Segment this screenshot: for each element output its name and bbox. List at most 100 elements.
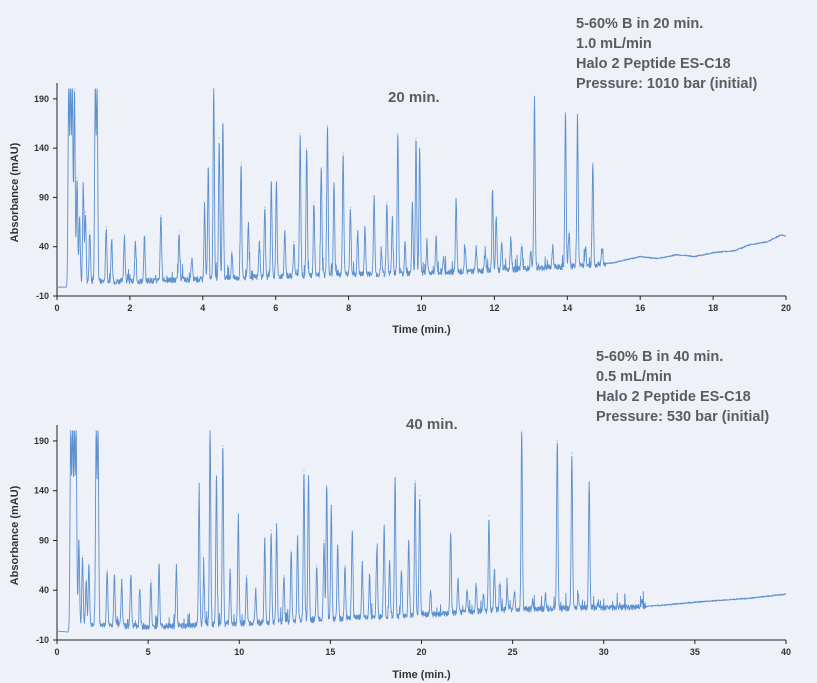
peak-point <box>601 248 603 250</box>
peak-point <box>380 251 383 253</box>
peak-point <box>495 216 497 218</box>
y-tick-label: 140 <box>34 143 49 153</box>
peak-point <box>178 231 180 233</box>
x-tick-label: 12 <box>489 303 499 313</box>
peak-point <box>290 549 292 552</box>
method-flow-rate: 1.0 mL/min <box>576 36 652 52</box>
peak-point <box>326 485 328 487</box>
peak-point <box>231 251 233 253</box>
peak-point <box>510 236 512 238</box>
peak-point <box>203 569 205 571</box>
peak-point <box>191 257 193 260</box>
peak-point <box>475 584 477 586</box>
peak-point <box>506 587 508 589</box>
peak-point <box>105 226 107 228</box>
peak-point <box>641 599 643 601</box>
peak-point <box>275 182 278 184</box>
x-tick-label: 20 <box>781 303 791 313</box>
peak-point <box>198 494 200 496</box>
peak-point <box>134 241 136 243</box>
peak-point <box>488 514 490 517</box>
peak-point <box>215 475 218 477</box>
peak-point <box>364 226 366 228</box>
peak-point <box>411 201 413 203</box>
x-tick-label: 30 <box>599 647 609 657</box>
peak-point <box>255 589 257 591</box>
peak-point <box>316 564 318 566</box>
peak-point <box>435 236 437 238</box>
peak-point <box>283 574 285 576</box>
peak-point <box>419 495 421 497</box>
method-gradient: 5-60% B in 20 min. <box>576 16 704 32</box>
peak-point <box>175 564 177 566</box>
peak-point <box>568 231 570 233</box>
peak-point <box>391 216 393 218</box>
peak-point <box>71 430 74 432</box>
chromatogram-trace <box>56 430 787 633</box>
method-pressure: Pressure: 530 bar (initial) <box>596 409 770 425</box>
peak-point <box>270 529 272 532</box>
peak-point <box>209 430 211 432</box>
peak-point <box>123 234 126 236</box>
peak-point <box>533 98 536 100</box>
x-tick-label: 35 <box>690 647 700 657</box>
peak-point <box>89 231 91 233</box>
peak-point <box>571 452 573 454</box>
peak-point <box>229 569 231 571</box>
x-tick-label: 4 <box>200 303 205 313</box>
peak-point <box>457 579 459 581</box>
peak-point <box>323 539 325 542</box>
peak-point <box>293 241 295 243</box>
y-tick-label: 90 <box>39 535 49 545</box>
peak-point <box>442 255 444 258</box>
peak-point <box>237 514 239 517</box>
method-pressure: Pressure: 1010 bar (initial) <box>576 76 758 92</box>
peak-point <box>73 430 75 432</box>
peak-point <box>475 246 477 248</box>
y-tick-label: 190 <box>34 436 49 446</box>
peak-point <box>222 122 224 125</box>
peak-point <box>106 569 108 571</box>
peak-point <box>95 430 97 432</box>
panel-label-40min: 40 min. <box>406 416 458 433</box>
peak-point <box>71 88 73 90</box>
peak-point <box>349 206 352 208</box>
peak-point <box>320 167 322 169</box>
y-tick-label: 90 <box>39 192 49 202</box>
x-axis-title: Time (min.) <box>392 669 451 681</box>
peak-point <box>597 601 599 603</box>
peak-point <box>70 430 72 432</box>
x-tick-label: 14 <box>562 303 572 313</box>
peak-point <box>464 246 466 248</box>
peak-point <box>121 579 123 581</box>
peak-point <box>258 241 260 243</box>
peak-point <box>544 594 547 596</box>
peak-point <box>383 524 385 527</box>
peak-point <box>68 88 70 90</box>
y-tick-label: 40 <box>39 585 49 595</box>
method-info-bottom: 5-60% B in 40 min. 0.5 mL/min Halo 2 Pep… <box>596 347 769 427</box>
peak-point <box>592 162 594 164</box>
peak-point <box>344 564 346 566</box>
peak-point <box>337 544 339 547</box>
peak-point <box>342 152 344 154</box>
peak-point <box>150 579 152 581</box>
peak-point <box>78 539 80 542</box>
peak-point <box>284 231 286 233</box>
peak-point <box>96 88 98 90</box>
peak-point <box>513 589 516 591</box>
peak-point <box>491 190 494 193</box>
peak-point <box>414 480 416 482</box>
peak-point <box>213 88 215 90</box>
peak-point <box>326 124 329 127</box>
y-tick-label: 140 <box>34 486 49 496</box>
x-tick-label: 15 <box>325 647 335 657</box>
x-tick-label: 2 <box>127 303 132 313</box>
peak-point <box>521 244 523 246</box>
peak-point <box>400 569 403 571</box>
panel-label-20min: 20 min. <box>388 89 440 106</box>
peak-point <box>584 246 587 248</box>
x-tick-label: 40 <box>781 647 791 657</box>
peak-point <box>588 482 590 484</box>
